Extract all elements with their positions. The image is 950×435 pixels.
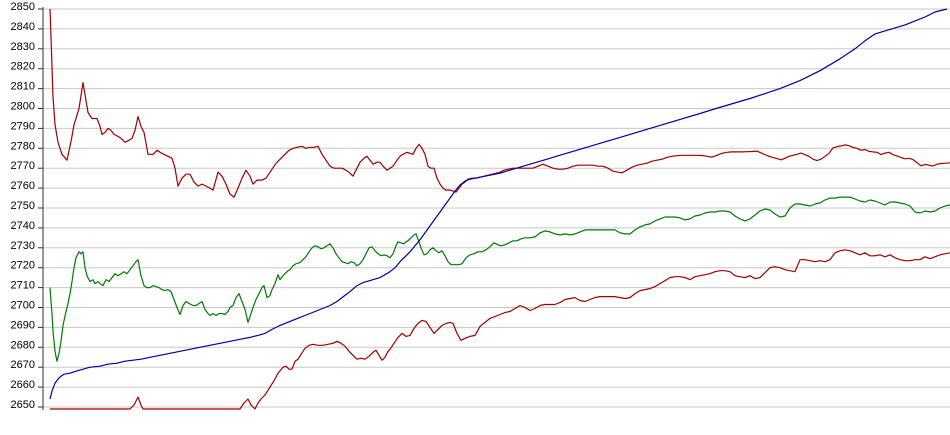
y-axis-label: 2810 xyxy=(11,81,35,93)
y-axis-label: 2730 xyxy=(11,240,35,252)
y-axis-label: 2830 xyxy=(11,41,35,53)
y-axis-label: 2690 xyxy=(11,319,35,331)
y-axis-label: 2840 xyxy=(11,21,35,33)
y-axis-label: 2750 xyxy=(11,200,35,212)
upper-red-line xyxy=(49,8,950,198)
y-axis-label: 2770 xyxy=(11,160,35,172)
y-axis-label: 2680 xyxy=(11,339,35,351)
y-axis-label: 2670 xyxy=(11,359,35,371)
y-axis-label: 2800 xyxy=(11,101,35,113)
y-axis-label: 2700 xyxy=(11,300,35,312)
y-axis-label: 2760 xyxy=(11,180,35,192)
y-axis-label: 2660 xyxy=(11,379,35,391)
y-axis-label: 2740 xyxy=(11,220,35,232)
green-line xyxy=(49,196,950,362)
y-axis-label: 2710 xyxy=(11,280,35,292)
y-axis-label: 2790 xyxy=(11,120,35,132)
lower-red-line xyxy=(50,249,950,410)
y-axis-label: 2780 xyxy=(11,140,35,152)
y-axis-label: 2720 xyxy=(11,260,35,272)
y-axis-label: 2650 xyxy=(11,399,35,411)
blue-line xyxy=(49,8,948,400)
y-axis-label: 2850 xyxy=(11,1,35,13)
y-axis-label: 2820 xyxy=(11,61,35,73)
